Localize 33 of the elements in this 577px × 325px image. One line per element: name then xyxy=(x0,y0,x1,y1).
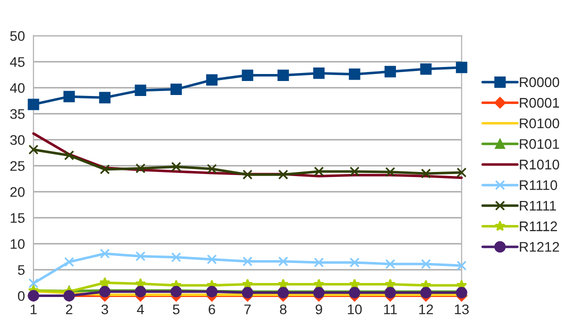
x-tick-label: 11 xyxy=(384,304,397,314)
legend-label: R1111 xyxy=(520,200,556,211)
legend-label: R0001 xyxy=(520,98,560,108)
legend-label: R0000 xyxy=(520,77,560,88)
y-tick-label: 15 xyxy=(10,213,25,223)
y-tick-label: 10 xyxy=(10,239,25,249)
y-tick-label: 0 xyxy=(18,291,25,301)
legend-label: R1212 xyxy=(520,242,560,252)
legend-label: R1110 xyxy=(520,180,558,190)
x-tick-label: 12 xyxy=(419,304,433,314)
x-tick-label: 8 xyxy=(280,304,286,314)
legend-label: R1112 xyxy=(520,221,557,232)
x-tick-label: 5 xyxy=(172,304,180,314)
x-tick-label: 13 xyxy=(454,304,469,314)
legend-label: R0100 xyxy=(520,118,560,128)
y-tick-label: 35 xyxy=(10,109,25,119)
y-tick-label: 25 xyxy=(10,161,25,171)
y-tick-label: 5 xyxy=(18,265,25,275)
y-tick-label: 30 xyxy=(10,135,25,145)
y-tick-label: 20 xyxy=(10,187,25,197)
x-tick-label: 9 xyxy=(316,304,322,314)
x-tick-label: 3 xyxy=(101,304,108,314)
x-tick-label: 10 xyxy=(348,304,362,314)
y-tick-label: 45 xyxy=(10,57,25,67)
y-tick-label: 50 xyxy=(10,31,25,41)
y-tick-label: 40 xyxy=(10,83,25,93)
legend-label: R1010 xyxy=(520,160,560,170)
x-tick-label: 4 xyxy=(136,304,144,314)
legend-label: R0101 xyxy=(520,139,560,149)
x-tick-label: 2 xyxy=(66,304,72,314)
x-tick-label: 6 xyxy=(208,304,216,314)
x-tick-label: 7 xyxy=(244,304,251,314)
x-tick-label: 1 xyxy=(30,304,37,314)
